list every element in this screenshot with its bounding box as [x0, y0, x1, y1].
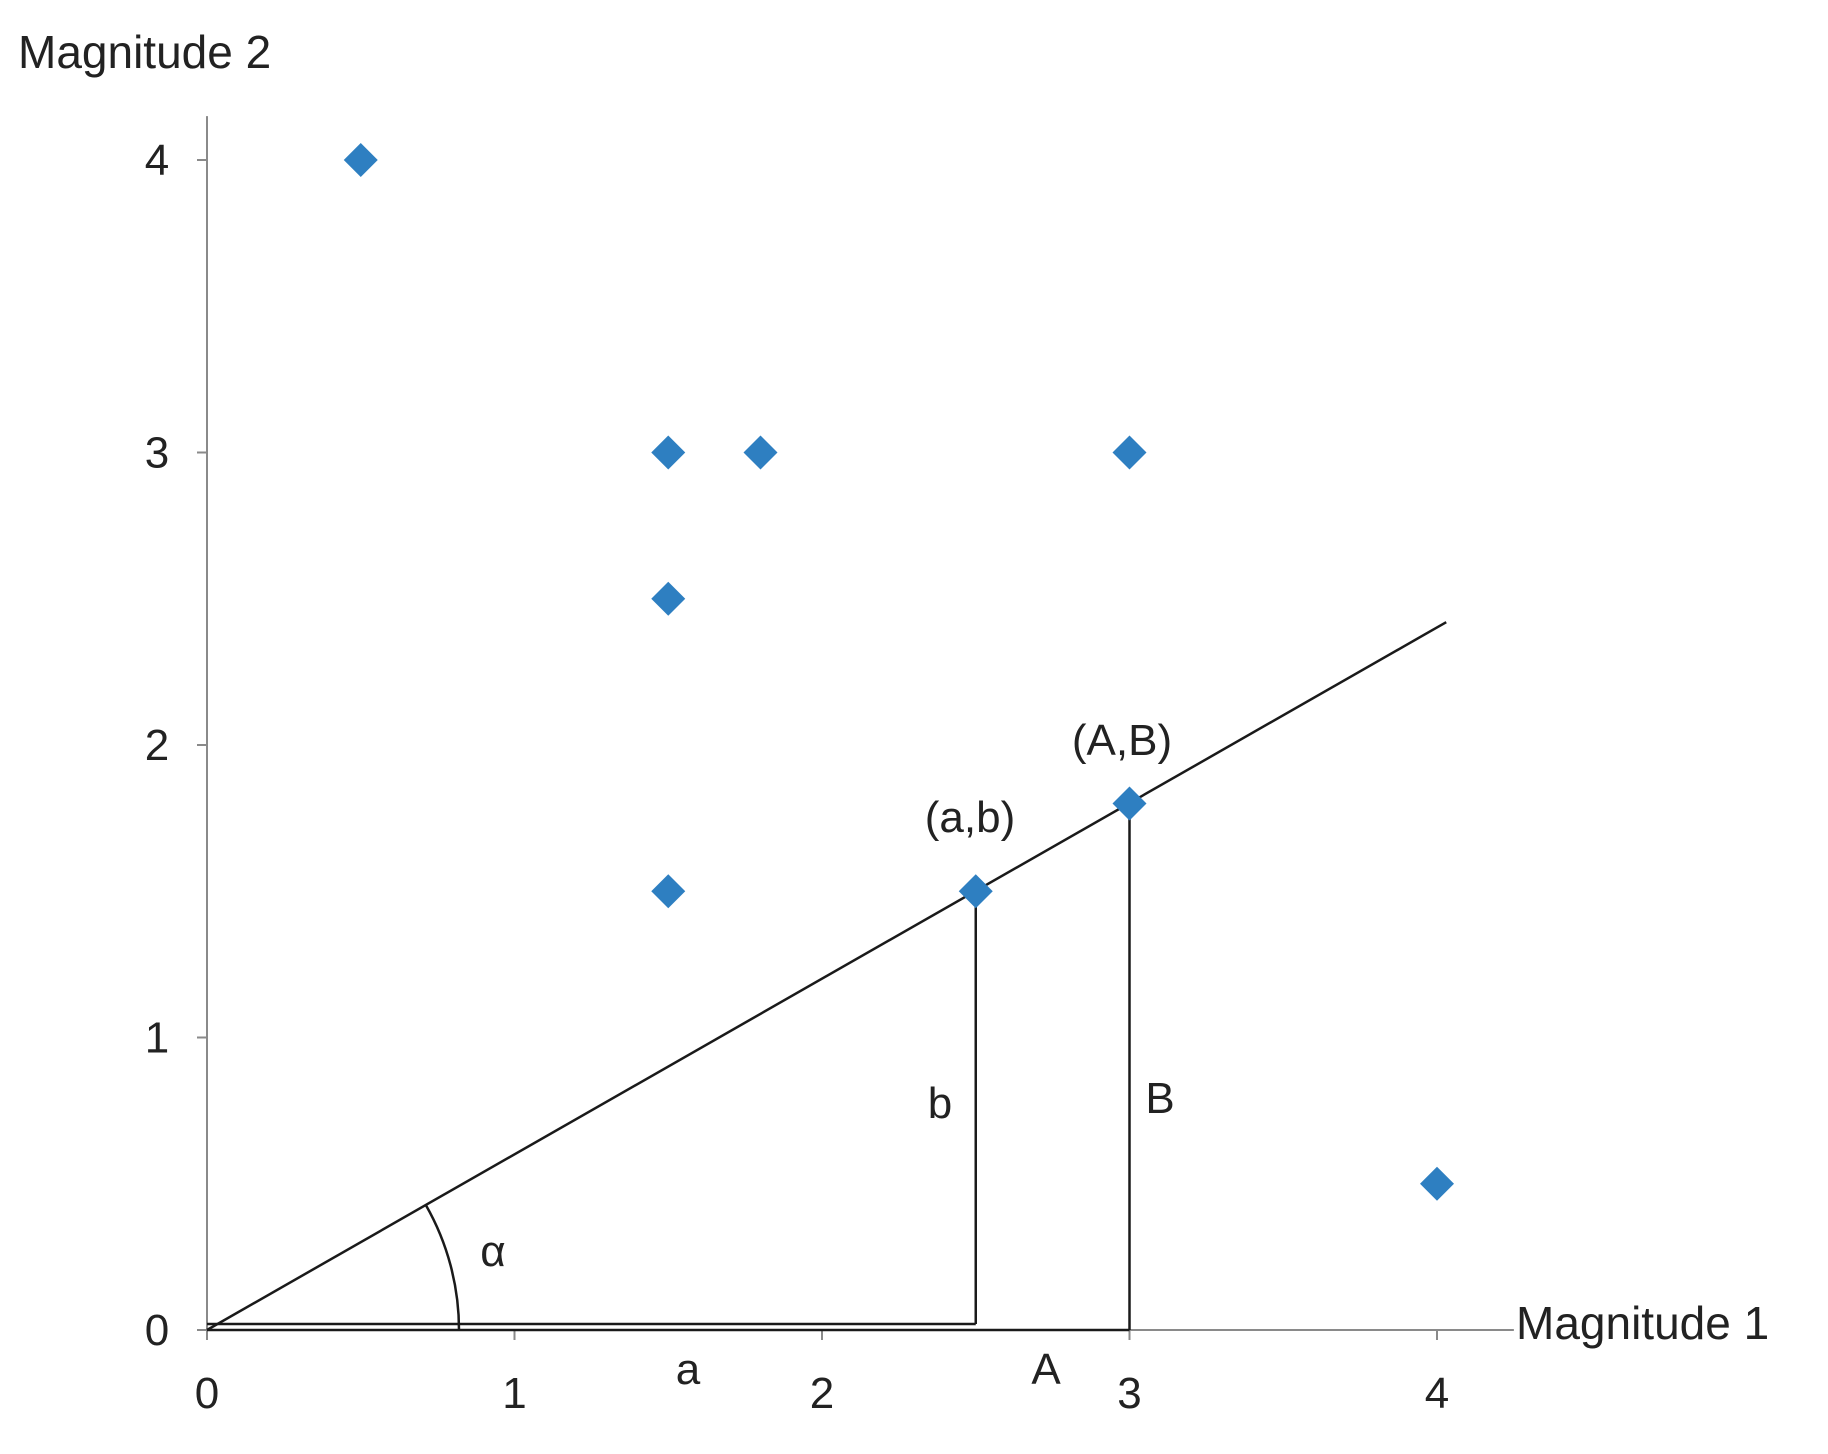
axes — [197, 116, 1514, 1340]
annotation-alpha: α — [480, 1227, 505, 1276]
x-tick-label: 1 — [502, 1369, 526, 1418]
regression-line — [206, 621, 1447, 1332]
x-tick-label: 0 — [195, 1369, 219, 1418]
annotation-big-B: B — [1145, 1074, 1174, 1123]
data-point — [343, 143, 378, 177]
y-axis-label: Magnitude 2 — [18, 26, 271, 78]
data-point — [651, 581, 686, 616]
y-tick-label: 1 — [145, 1014, 169, 1063]
y-tick-label: 0 — [145, 1306, 169, 1355]
data-points — [343, 143, 1454, 1201]
data-point — [651, 435, 686, 470]
annotation-small-a: a — [676, 1345, 701, 1394]
construction-lines — [206, 621, 1447, 1332]
x-tick-label: 3 — [1117, 1369, 1141, 1418]
data-point — [1112, 435, 1147, 470]
data-point — [651, 874, 686, 909]
data-point — [1112, 786, 1147, 821]
tick-labels: 0 1 2 3 4 0 1 2 3 4 — [145, 136, 1449, 1418]
data-point — [1420, 1166, 1454, 1201]
annotation-point-ab: (a,b) — [925, 793, 1015, 842]
y-tick-label: 3 — [145, 429, 169, 478]
angle-alpha-arc — [424, 1204, 461, 1331]
annotation-big-A: A — [1031, 1345, 1061, 1394]
data-point — [958, 874, 993, 909]
annotation-small-b: b — [928, 1079, 952, 1128]
y-tick-label: 2 — [145, 721, 169, 770]
x-tick-label: 4 — [1425, 1369, 1449, 1418]
x-tick-label: 2 — [810, 1369, 834, 1418]
data-point — [743, 435, 778, 470]
annotation-point-AB: (A,B) — [1072, 716, 1172, 765]
y-tick-label: 4 — [145, 136, 169, 185]
x-axis-label: Magnitude 1 — [1516, 1297, 1769, 1349]
